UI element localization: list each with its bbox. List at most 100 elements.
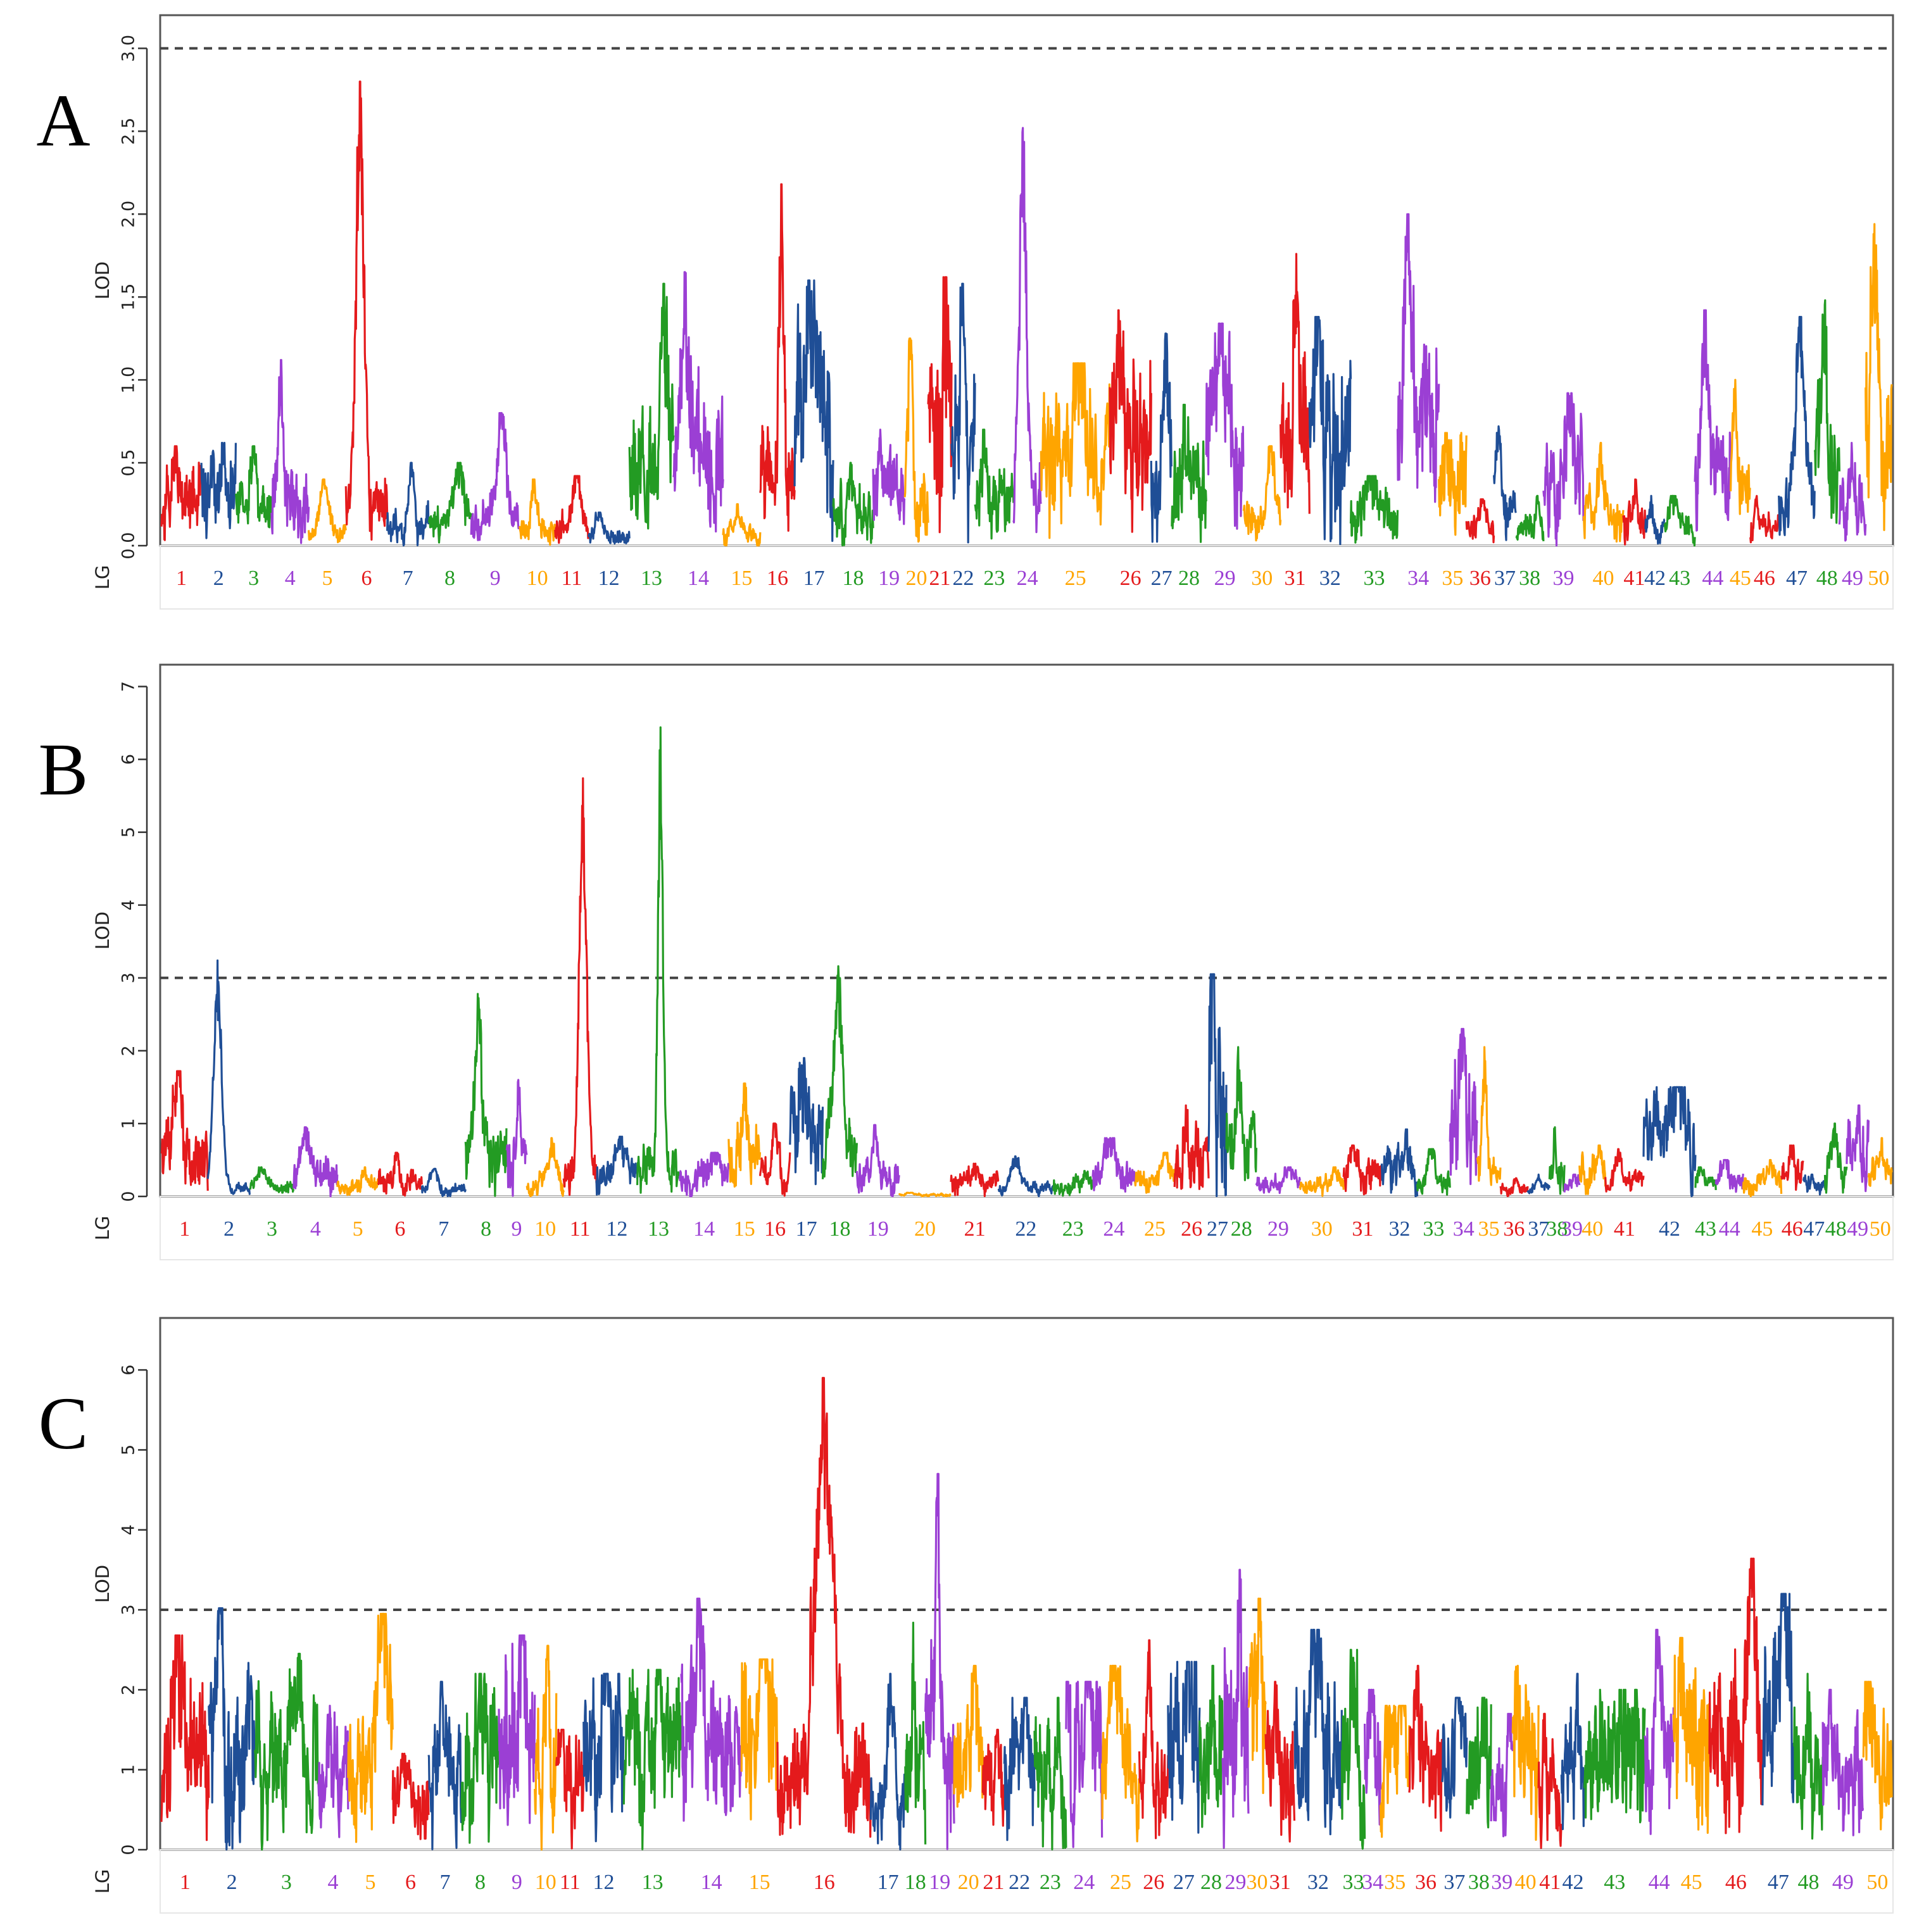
lg-label-29: 29 bbox=[1214, 567, 1236, 590]
lod-trace-lg-14 bbox=[672, 271, 724, 533]
y-tick-label: 3 bbox=[118, 1604, 138, 1615]
lod-trace-lg-50 bbox=[1862, 1681, 1893, 1831]
lod-trace-lg-12 bbox=[587, 511, 631, 545]
lg-label-26: 26 bbox=[1181, 1217, 1202, 1241]
lg-label-47: 47 bbox=[1768, 1871, 1789, 1894]
lod-trace-lg-46 bbox=[1708, 1557, 1764, 1835]
lg-label-35: 35 bbox=[1478, 1217, 1500, 1241]
lod-trace-lg-40 bbox=[1582, 442, 1625, 543]
lod-trace-lg-7 bbox=[427, 1681, 463, 1850]
lg-label-27: 27 bbox=[1207, 1217, 1228, 1241]
lod-trace-lg-13 bbox=[628, 282, 675, 530]
lg-label-12: 12 bbox=[606, 1217, 627, 1241]
lod-trace-lg-29 bbox=[1205, 322, 1245, 530]
lod-trace-lg-5 bbox=[336, 1166, 379, 1196]
lod-trace-lg-10 bbox=[534, 1645, 558, 1851]
lod-trace-lg-12 bbox=[595, 1136, 639, 1196]
lod-trace-lg-35 bbox=[1438, 432, 1468, 536]
lod-trace-lg-21 bbox=[981, 1728, 1005, 1827]
lg-label-47: 47 bbox=[1786, 567, 1808, 590]
lg-label-50: 50 bbox=[1868, 567, 1889, 590]
lg-label-32: 32 bbox=[1307, 1871, 1329, 1894]
y-tick-label: 1 bbox=[118, 1764, 138, 1775]
lg-label-38: 38 bbox=[1546, 1217, 1568, 1241]
lg-label-45: 45 bbox=[1751, 1217, 1773, 1241]
lg-label-17: 17 bbox=[803, 567, 825, 590]
lod-trace-lg-27 bbox=[1207, 973, 1228, 1198]
lod-trace-lg-49 bbox=[1846, 1104, 1870, 1193]
lg-label-31: 31 bbox=[1284, 567, 1305, 590]
lod-trace-lg-34 bbox=[1449, 1027, 1478, 1186]
lg-label-46: 46 bbox=[1782, 1217, 1803, 1241]
lod-trace-lg-21 bbox=[927, 276, 953, 534]
lg-label-41: 41 bbox=[1539, 1871, 1561, 1894]
lg-label-2: 2 bbox=[223, 1217, 234, 1241]
y-axis-title: LOD bbox=[92, 1565, 113, 1603]
lg-label-6: 6 bbox=[405, 1871, 416, 1894]
lg-label-7: 7 bbox=[438, 1217, 449, 1241]
y-tick-label: 0.0 bbox=[118, 532, 138, 560]
lod-trace-lg-34 bbox=[1364, 1688, 1382, 1826]
lg-label-14: 14 bbox=[688, 567, 709, 590]
lg-label-20: 20 bbox=[914, 1217, 936, 1241]
lg-label-13: 13 bbox=[642, 1871, 664, 1894]
lod-trace-lg-38 bbox=[1548, 1126, 1566, 1195]
lg-label-1: 1 bbox=[176, 567, 187, 590]
lg-label-21: 21 bbox=[929, 567, 951, 590]
lg-label-15: 15 bbox=[749, 1871, 770, 1894]
lg-label-9: 9 bbox=[490, 567, 501, 590]
lg-label-42: 42 bbox=[1562, 1871, 1583, 1894]
lg-axis-title: LG bbox=[92, 1869, 113, 1894]
lg-label-42: 42 bbox=[1659, 1217, 1680, 1241]
lod-trace-lg-46 bbox=[1780, 1144, 1804, 1191]
lg-label-11: 11 bbox=[560, 1871, 581, 1894]
lod-trace-lg-22 bbox=[1003, 1697, 1036, 1841]
panel-letter-B: B bbox=[39, 728, 89, 811]
lod-trace-lg-33 bbox=[1340, 1648, 1366, 1850]
y-tick-label: 1 bbox=[118, 1118, 138, 1129]
lod-trace-lg-47 bbox=[1802, 1173, 1827, 1196]
lg-label-41: 41 bbox=[1623, 567, 1645, 590]
lod-trace-lg-25 bbox=[1134, 1151, 1176, 1194]
lg-label-43: 43 bbox=[1604, 1871, 1625, 1894]
lg-label-8: 8 bbox=[444, 567, 455, 590]
lod-trace-lg-50 bbox=[1867, 1137, 1893, 1187]
lg-label-39: 39 bbox=[1552, 567, 1574, 590]
lg-label-20: 20 bbox=[906, 567, 928, 590]
y-tick-label: 2 bbox=[118, 1045, 138, 1056]
lg-label-24: 24 bbox=[1017, 567, 1038, 590]
lod-trace-lg-20 bbox=[953, 1664, 984, 1808]
lg-label-32: 32 bbox=[1319, 567, 1341, 590]
lg-label-38: 38 bbox=[1519, 567, 1540, 590]
lod-trace-lg-44 bbox=[1714, 1158, 1744, 1193]
lg-label-2: 2 bbox=[213, 567, 224, 590]
lod-trace-lg-16 bbox=[776, 1377, 872, 1838]
lod-trace-lg-17 bbox=[869, 1672, 907, 1851]
lod-trace-lg-4 bbox=[270, 359, 310, 544]
lg-label-37: 37 bbox=[1443, 1871, 1465, 1894]
lod-trace-lg-28 bbox=[1198, 1664, 1224, 1828]
lod-trace-lg-41 bbox=[1622, 478, 1647, 546]
lod-trace-lg-45 bbox=[1742, 1158, 1783, 1198]
lg-label-24: 24 bbox=[1103, 1217, 1124, 1241]
lg-label-44: 44 bbox=[1702, 567, 1723, 590]
lod-trace-lg-15 bbox=[722, 503, 762, 547]
lod-trace-lg-50 bbox=[1865, 223, 1893, 531]
lod-trace-lg-44 bbox=[1644, 1629, 1675, 1835]
lod-trace-lg-9 bbox=[470, 411, 520, 541]
lg-label-30: 30 bbox=[1311, 1217, 1333, 1241]
lod-trace-lg-6 bbox=[377, 1151, 423, 1197]
lod-trace-lg-37 bbox=[1526, 1173, 1550, 1195]
lod-trace-lg-34 bbox=[1396, 213, 1440, 503]
y-tick-label: 6 bbox=[118, 1365, 138, 1376]
lod-trace-lg-43 bbox=[1694, 1166, 1717, 1190]
lod-trace-lg-47 bbox=[1761, 1593, 1796, 1806]
lod-trace-lg-25 bbox=[1101, 1664, 1141, 1843]
lg-label-5: 5 bbox=[353, 1217, 363, 1241]
lg-label-34: 34 bbox=[1407, 567, 1429, 590]
lod-trace-lg-9 bbox=[498, 1634, 536, 1826]
lg-label-16: 16 bbox=[767, 567, 788, 590]
lg-label-21: 21 bbox=[983, 1871, 1004, 1894]
lod-trace-lg-9 bbox=[505, 1079, 528, 1197]
lg-label-38: 38 bbox=[1468, 1871, 1490, 1894]
